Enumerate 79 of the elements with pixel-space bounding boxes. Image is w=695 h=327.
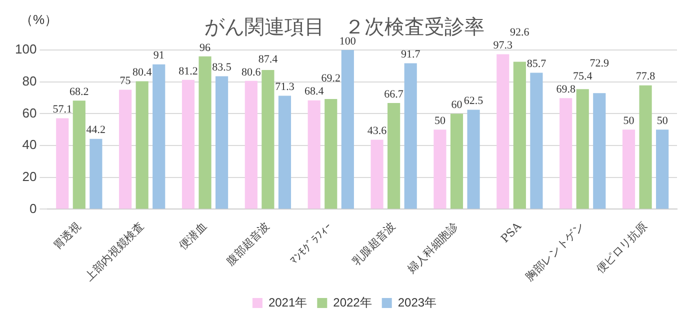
data-label: 69.2	[321, 72, 341, 85]
y-tick-label: 0	[29, 200, 37, 216]
bar	[513, 62, 526, 209]
data-label: 97.3	[493, 40, 514, 52]
bar	[622, 130, 636, 209]
bar	[308, 100, 320, 209]
bar	[216, 76, 228, 209]
data-label: 57.1	[52, 104, 72, 116]
bar	[262, 70, 274, 209]
bar	[119, 90, 132, 209]
data-label: 69.8	[556, 83, 576, 96]
data-label: 44.2	[86, 124, 106, 136]
data-label: 72.9	[590, 57, 610, 70]
bar	[72, 100, 86, 209]
x-tick-label: 上部内視鏡検査	[82, 220, 146, 284]
bar	[656, 130, 669, 209]
bar	[530, 72, 543, 209]
y-tick-label: 60	[22, 105, 37, 120]
bar	[324, 99, 338, 209]
x-tick-label: ﾏﾝﾓｸﾞﾗﾌｨｰ	[288, 220, 336, 268]
bar	[244, 80, 258, 209]
bar	[496, 54, 510, 209]
bar	[639, 85, 652, 209]
data-label: 60	[451, 99, 463, 112]
x-tick-label: 便潜血	[176, 220, 210, 252]
data-label: 75.4	[572, 70, 593, 82]
data-label: 50	[623, 115, 635, 127]
data-label: 96	[200, 42, 212, 54]
bar	[450, 114, 464, 209]
x-tick-label: 婦人科細胞診	[405, 220, 461, 276]
legend-label: 2022年	[333, 295, 372, 310]
x-tick-label: 便ピロリ抗原	[594, 220, 650, 276]
data-label: 77.8	[636, 70, 656, 83]
bar	[198, 56, 212, 209]
data-label: 80.4	[132, 66, 152, 79]
data-label: 68.4	[304, 86, 324, 98]
bar	[370, 140, 384, 209]
legend-label: 2023年	[398, 295, 437, 310]
bar	[560, 98, 572, 209]
x-tick-label: 乳腺超音波	[350, 220, 398, 268]
bar	[576, 89, 589, 209]
x-tick-label: 胸部レントゲン	[523, 220, 587, 284]
data-label: 100	[339, 35, 356, 48]
bar	[182, 80, 195, 209]
y-tick-label: 20	[22, 168, 37, 184]
bar	[278, 96, 292, 209]
data-label: 91.7	[400, 48, 421, 61]
data-label: 83.5	[212, 62, 232, 74]
data-label: 68.2	[70, 86, 89, 98]
data-label: 71.3	[275, 81, 295, 94]
y-tick-label: 100	[14, 42, 37, 57]
bar	[152, 64, 166, 209]
bar	[593, 93, 606, 209]
bar	[434, 130, 446, 209]
bar	[56, 118, 69, 209]
y-axis-title: （%）	[20, 12, 58, 28]
legend-label: 2021年	[268, 295, 308, 310]
y-tick-label: 40	[22, 137, 37, 152]
bar	[467, 110, 480, 209]
data-label: 62.5	[464, 95, 484, 108]
x-tick-label: 胃透視	[50, 220, 84, 252]
data-label: 50	[656, 115, 668, 127]
y-tick-label: 80	[22, 73, 37, 88]
data-label: 66.7	[384, 88, 404, 100]
bar	[404, 63, 417, 209]
bar	[90, 138, 102, 209]
data-label: 85.7	[526, 58, 547, 70]
data-label: 92.6	[510, 26, 530, 39]
x-tick-label: 腹部超音波	[224, 220, 272, 268]
bar	[136, 81, 148, 209]
data-label: 75	[120, 75, 132, 88]
data-label: 50	[434, 115, 446, 127]
data-label: 87.4	[258, 53, 278, 66]
bar	[388, 103, 400, 209]
data-label: 81.2	[178, 65, 198, 78]
data-label: 91	[153, 50, 164, 62]
bar	[341, 50, 354, 209]
data-label: 80.6	[242, 66, 262, 78]
data-label: 43.6	[367, 125, 388, 138]
